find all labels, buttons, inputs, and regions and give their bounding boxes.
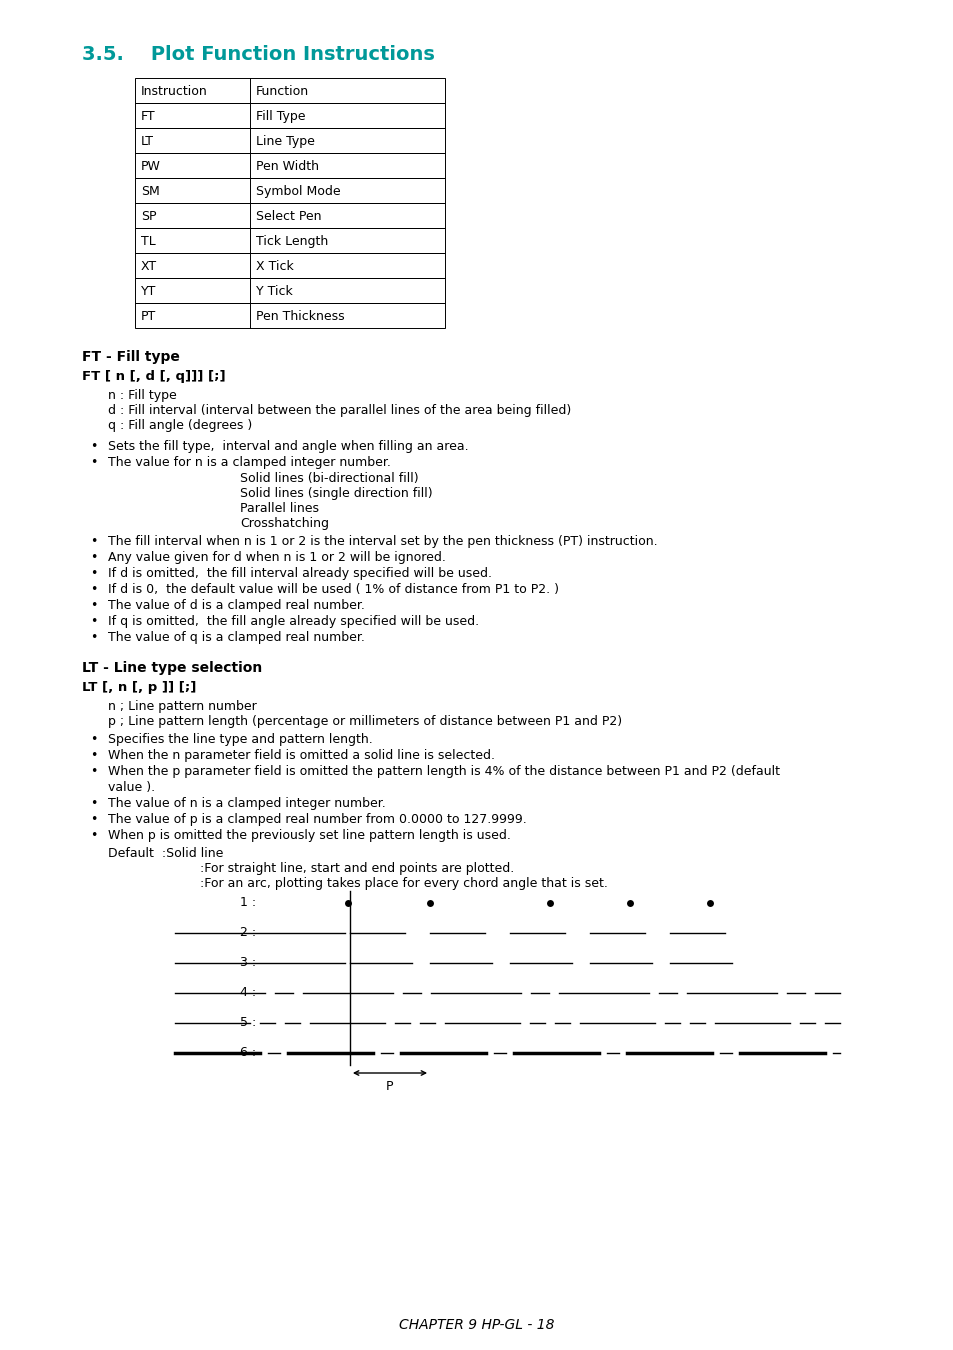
Text: When p is omitted the previously set line pattern length is used.: When p is omitted the previously set lin… (108, 829, 511, 842)
Bar (135, 228, 444, 252)
Text: SP: SP (141, 211, 156, 223)
Text: SM: SM (141, 185, 159, 198)
Text: :For an arc, plotting takes place for every chord angle that is set.: :For an arc, plotting takes place for ev… (200, 878, 607, 890)
Text: •: • (90, 440, 97, 454)
Text: •: • (90, 733, 97, 747)
Text: q : Fill angle (degrees ): q : Fill angle (degrees ) (108, 418, 252, 432)
Text: Any value given for d when n is 1 or 2 will be ignored.: Any value given for d when n is 1 or 2 w… (108, 551, 445, 564)
Text: X Tick: X Tick (255, 261, 294, 273)
Bar (135, 302, 444, 328)
Text: Instruction: Instruction (141, 85, 208, 99)
Text: YT: YT (141, 285, 156, 298)
Text: Select Pen: Select Pen (255, 211, 321, 223)
Text: The value of q is a clamped real number.: The value of q is a clamped real number. (108, 630, 364, 644)
Text: The value of d is a clamped real number.: The value of d is a clamped real number. (108, 599, 364, 612)
Text: LT - Line type selection: LT - Line type selection (82, 662, 262, 675)
Text: Pen Width: Pen Width (255, 161, 318, 173)
Text: Symbol Mode: Symbol Mode (255, 185, 340, 198)
Text: :For straight line, start and end points are plotted.: :For straight line, start and end points… (200, 863, 514, 875)
Text: 4 :: 4 : (240, 987, 255, 999)
Text: n ; Line pattern number: n ; Line pattern number (108, 701, 256, 713)
Text: •: • (90, 765, 97, 778)
Text: When the p parameter field is omitted the pattern length is 4% of the distance b: When the p parameter field is omitted th… (108, 765, 780, 778)
Text: If d is 0,  the default value will be used ( 1% of distance from P1 to P2. ): If d is 0, the default value will be use… (108, 583, 558, 595)
Text: •: • (90, 749, 97, 761)
Text: 2 :: 2 : (240, 926, 255, 940)
Bar (135, 252, 444, 278)
Text: 3 :: 3 : (240, 957, 255, 969)
Text: FT [ n [, d [, q]]] [;]: FT [ n [, d [, q]]] [;] (82, 370, 226, 383)
Bar (135, 153, 444, 178)
Bar (135, 178, 444, 202)
Bar (135, 78, 444, 103)
Text: •: • (90, 813, 97, 826)
Text: 3.5.    Plot Function Instructions: 3.5. Plot Function Instructions (82, 45, 435, 63)
Text: Pen Thickness: Pen Thickness (255, 310, 344, 323)
Text: 1 :: 1 : (240, 896, 255, 910)
Text: Sets the fill type,  interval and angle when filling an area.: Sets the fill type, interval and angle w… (108, 440, 468, 454)
Text: •: • (90, 551, 97, 564)
Text: PT: PT (141, 310, 156, 323)
Text: •: • (90, 567, 97, 580)
Text: •: • (90, 456, 97, 468)
Text: 6 :: 6 : (240, 1046, 255, 1060)
Text: Parallel lines: Parallel lines (240, 502, 318, 514)
Text: Fill Type: Fill Type (255, 109, 305, 123)
Text: LT [, n [, p ]] [;]: LT [, n [, p ]] [;] (82, 680, 196, 694)
Text: •: • (90, 829, 97, 842)
Text: •: • (90, 796, 97, 810)
Text: n : Fill type: n : Fill type (108, 389, 176, 402)
Text: •: • (90, 583, 97, 595)
Text: FT: FT (141, 109, 155, 123)
Text: P: P (386, 1080, 394, 1094)
Text: Solid lines (bi-directional fill): Solid lines (bi-directional fill) (240, 472, 418, 485)
Text: Function: Function (255, 85, 309, 99)
Text: The fill interval when n is 1 or 2 is the interval set by the pen thickness (PT): The fill interval when n is 1 or 2 is th… (108, 535, 657, 548)
Text: Specifies the line type and pattern length.: Specifies the line type and pattern leng… (108, 733, 373, 747)
Text: TL: TL (141, 235, 155, 248)
Text: •: • (90, 535, 97, 548)
Text: Solid lines (single direction fill): Solid lines (single direction fill) (240, 487, 432, 500)
Text: •: • (90, 616, 97, 628)
Bar (135, 278, 444, 302)
Text: 5 :: 5 : (240, 1017, 256, 1030)
Text: CHAPTER 9 HP-GL - 18: CHAPTER 9 HP-GL - 18 (399, 1318, 554, 1332)
Text: Line Type: Line Type (255, 135, 314, 148)
Bar (135, 103, 444, 128)
Bar (135, 128, 444, 153)
Text: If q is omitted,  the fill angle already specified will be used.: If q is omitted, the fill angle already … (108, 616, 478, 628)
Text: d : Fill interval (interval between the parallel lines of the area being filled): d : Fill interval (interval between the … (108, 404, 571, 417)
Text: FT - Fill type: FT - Fill type (82, 350, 180, 365)
Text: Y Tick: Y Tick (255, 285, 293, 298)
Text: value ).: value ). (108, 782, 155, 794)
Text: When the n parameter field is omitted a solid line is selected.: When the n parameter field is omitted a … (108, 749, 495, 761)
Text: •: • (90, 599, 97, 612)
Text: Tick Length: Tick Length (255, 235, 328, 248)
Text: XT: XT (141, 261, 157, 273)
Text: Default  :Solid line: Default :Solid line (108, 846, 223, 860)
Text: PW: PW (141, 161, 161, 173)
Text: Crosshatching: Crosshatching (240, 517, 329, 531)
Text: •: • (90, 630, 97, 644)
Text: The value of n is a clamped integer number.: The value of n is a clamped integer numb… (108, 796, 385, 810)
Bar (135, 202, 444, 228)
Text: LT: LT (141, 135, 153, 148)
Text: The value of p is a clamped real number from 0.0000 to 127.9999.: The value of p is a clamped real number … (108, 813, 526, 826)
Text: The value for n is a clamped integer number.: The value for n is a clamped integer num… (108, 456, 391, 468)
Text: p ; Line pattern length (percentage or millimeters of distance between P1 and P2: p ; Line pattern length (percentage or m… (108, 716, 621, 728)
Text: If d is omitted,  the fill interval already specified will be used.: If d is omitted, the fill interval alrea… (108, 567, 492, 580)
